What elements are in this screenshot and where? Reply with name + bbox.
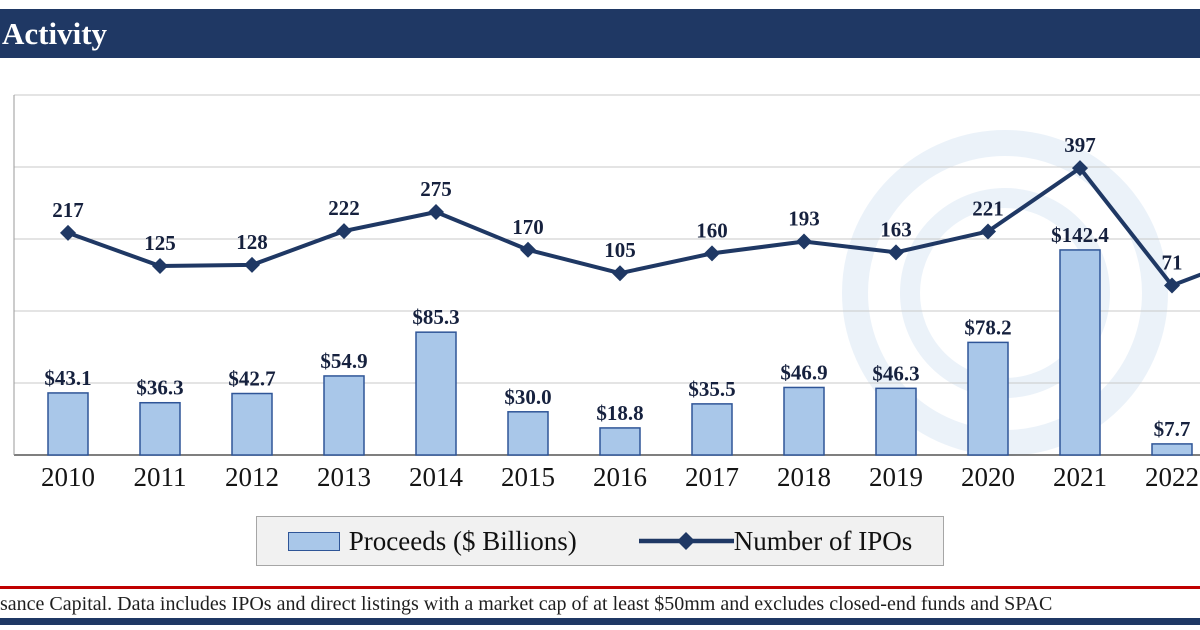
line-value-label: 193 [788,207,820,231]
x-axis-label-2010: 2010 [41,462,95,492]
bar-2019 [875,387,917,456]
bar-2021 [1059,249,1101,456]
x-axis-label-2011: 2011 [134,462,187,492]
bar-value-label: $18.8 [596,401,643,425]
bar-value-label: $36.3 [136,376,183,400]
ipo-activity-chart: $43.1 $36.3 $42.7 $54.9 $85.3 $30.0 $18.8 $35.5… [0,88,1200,500]
bar-value-label: $42.7 [228,367,275,391]
x-axis-label-2020: 2020 [961,462,1015,492]
bar-2016 [599,427,641,456]
line-value-label: 275 [420,177,452,201]
footnote-text: sance Capital. Data includes IPOs and di… [0,593,1053,615]
line-marker-2022 [1164,277,1180,294]
line-value-label: 160 [696,218,728,242]
bar-2013 [323,375,365,456]
bottom-border [0,618,1200,625]
proceeds-bar-swatch-icon [287,531,340,551]
bar-value-label: $142.4 [1051,223,1109,247]
bar-2017 [691,403,733,456]
bar-2015 [507,411,549,456]
line-marker-2016 [612,265,628,282]
bar-value-label: $30.0 [504,385,551,409]
x-axis-label-2021: 2021 [1053,462,1107,492]
bar-value-label: $35.5 [688,377,735,401]
line-value-label: 71 [1162,250,1183,274]
line-marker-2011 [152,258,168,274]
bar-value-label: $7.7 [1154,417,1191,441]
line-marker-2010 [60,224,76,241]
line-value-label: 163 [880,217,912,241]
line-marker-2021 [1072,160,1088,177]
line-value-label: 222 [328,196,360,220]
ipos-line [67,165,1200,288]
legend-item-ipos: Number of IPOs [638,525,913,557]
bar-value-label: $46.3 [872,361,919,385]
line-value-label: 221 [972,196,1004,220]
line-value-label: 128 [236,230,268,254]
page-title: Activity [2,16,108,51]
bar-value-label: $85.3 [412,305,459,329]
ipos-legend-label: Number of IPOs [733,525,913,556]
bar-value-label: $46.9 [780,360,827,384]
red-divider [0,586,1200,589]
bar-2012 [231,392,273,456]
bar-2014 [415,331,457,456]
x-axis-label-2015: 2015 [501,462,555,492]
bar-value-label: $43.1 [44,366,91,390]
x-axis-label-2012: 2012 [225,462,279,492]
line-marker-2017 [704,245,720,262]
line-marker-2012 [244,256,260,273]
bar-2020 [967,341,1009,456]
bar-value-label: $78.2 [964,315,1011,339]
legend-item-proceeds: Proceeds ($ Billions) [287,525,577,557]
bar-2022 [1151,443,1193,456]
title-bar: Activity [0,9,1200,58]
line-value-label: 397 [1064,133,1096,157]
x-axis-label-2014: 2014 [409,462,464,492]
x-axis-label-2017: 2017 [685,462,739,492]
line-marker-2018 [796,233,812,250]
x-axis-label-2016: 2016 [593,462,647,492]
line-marker-2013 [336,223,352,240]
x-axis-label-2013: 2013 [317,462,371,492]
line-marker-2019 [888,244,904,261]
line-marker-2020 [980,223,996,240]
line-value-label: 125 [144,231,176,255]
bar-2010 [47,392,89,456]
line-value-label: 105 [604,238,636,262]
x-axis-label-2022: 2022 [1145,462,1199,492]
chart-canvas: $43.1 $36.3 $42.7 $54.9 $85.3 $30.0 $18.8 $35.5… [13,94,1200,492]
bar-2011 [139,401,181,456]
line-marker-2014 [428,204,444,220]
x-axis-label-2019: 2019 [869,462,923,492]
line-marker-2015 [520,241,536,258]
x-axis-label-2018: 2018 [777,462,831,492]
chart-legend: Proceeds ($ Billions) Number of IPOs [256,516,944,566]
bar-2018 [783,386,825,456]
bar-value-label: $54.9 [320,349,367,373]
line-value-label: 217 [52,198,84,222]
proceeds-legend-label: Proceeds ($ Billions) [348,525,577,556]
ipos-line-swatch-icon [638,532,734,550]
line-value-label: 170 [512,215,544,239]
